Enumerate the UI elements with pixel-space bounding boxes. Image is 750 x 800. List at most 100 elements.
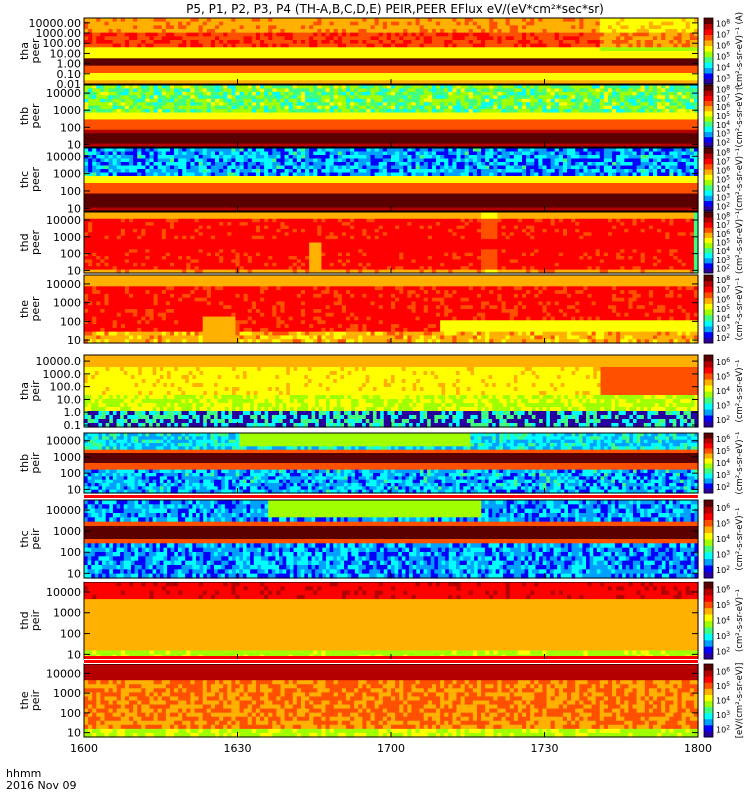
heatmap-cell — [158, 116, 163, 120]
heatmap-cell — [456, 102, 461, 106]
heatmap-cell — [309, 106, 314, 110]
heatmap-cell — [444, 58, 449, 62]
heatmap-cell — [92, 36, 97, 40]
heatmap-cell — [350, 55, 355, 59]
heatmap-cell — [309, 18, 314, 22]
heatmap-cell — [575, 40, 580, 44]
heatmap-cell — [579, 88, 584, 92]
heatmap-cell — [96, 116, 101, 120]
heatmap-cell — [416, 47, 421, 51]
heatmap-cell — [129, 133, 134, 137]
heatmap-cell — [285, 25, 290, 29]
heatmap-cell — [444, 29, 449, 33]
heatmap-cell — [235, 113, 240, 117]
heatmap-cell — [207, 25, 212, 29]
heatmap-cell — [391, 77, 396, 81]
heatmap-cell — [608, 69, 613, 73]
heatmap-cell — [518, 25, 523, 29]
heatmap-cell — [301, 123, 306, 127]
heatmap-cell — [600, 106, 605, 110]
heatmap-cell — [358, 116, 363, 120]
heatmap-cell — [219, 51, 224, 55]
heatmap-cell — [678, 22, 683, 26]
heatmap-cell — [338, 73, 343, 77]
heatmap-cell — [637, 55, 642, 59]
heatmap-cell — [522, 44, 527, 48]
heatmap-cell — [600, 66, 605, 70]
heatmap-cell — [215, 47, 220, 51]
heatmap-cell — [403, 33, 408, 37]
heatmap-cell — [84, 58, 89, 62]
heatmap-cell — [338, 36, 343, 40]
heatmap-cell — [313, 88, 318, 92]
heatmap-cell — [665, 95, 670, 99]
heatmap-cell — [403, 47, 408, 51]
heatmap-cell — [264, 22, 269, 26]
heatmap-cell — [661, 47, 666, 51]
heatmap-cell — [145, 69, 150, 73]
heatmap-cell — [166, 123, 171, 127]
heatmap-cell — [96, 40, 101, 44]
heatmap-cell — [551, 40, 556, 44]
heatmap-cell — [170, 58, 175, 62]
heatmap-cell — [510, 58, 515, 62]
heatmap-cell — [211, 69, 216, 73]
heatmap-cell — [682, 51, 687, 55]
heatmap-cell — [235, 44, 240, 48]
heatmap-cell — [354, 55, 359, 59]
heatmap-cell — [203, 130, 208, 134]
heatmap-cell — [424, 99, 429, 103]
heatmap-cell — [199, 25, 204, 29]
heatmap-cell — [92, 40, 97, 44]
heatmap-cell — [362, 119, 367, 123]
heatmap-cell — [244, 25, 249, 29]
heatmap-cell — [346, 99, 351, 103]
heatmap-cell — [182, 62, 187, 66]
heatmap-cell — [481, 18, 486, 22]
heatmap-cell — [538, 133, 543, 137]
heatmap-cell — [686, 40, 691, 44]
heatmap-cell — [559, 126, 564, 130]
heatmap-cell — [174, 33, 179, 37]
heatmap-cell — [620, 66, 625, 70]
heatmap-cell — [473, 106, 478, 110]
heatmap-cell — [326, 36, 331, 40]
heatmap-cell — [227, 133, 232, 137]
heatmap-cell — [624, 126, 629, 130]
heatmap-cell — [219, 66, 224, 70]
heatmap-cell — [313, 126, 318, 130]
heatmap-cell — [346, 29, 351, 33]
heatmap-cell — [608, 55, 613, 59]
heatmap-cell — [92, 102, 97, 106]
heatmap-cell — [682, 69, 687, 73]
heatmap-cell — [649, 88, 654, 92]
heatmap-cell — [371, 29, 376, 33]
heatmap-cell — [440, 119, 445, 123]
heatmap-cell — [199, 126, 204, 130]
heatmap-cell — [326, 58, 331, 62]
heatmap-cell — [125, 18, 130, 22]
heatmap-cell — [313, 113, 318, 117]
heatmap-cell — [436, 85, 441, 89]
heatmap-cell — [215, 126, 220, 130]
heatmap-cell — [649, 47, 654, 51]
heatmap-cell — [178, 133, 183, 137]
heatmap-cell — [330, 92, 335, 96]
heatmap-cell — [649, 106, 654, 110]
heatmap-cell — [551, 18, 556, 22]
heatmap-cell — [461, 55, 466, 59]
heatmap-cell — [407, 133, 412, 137]
heatmap-cell — [338, 85, 343, 89]
heatmap-cell — [272, 133, 277, 137]
heatmap-cell — [186, 51, 191, 55]
heatmap-cell — [170, 106, 175, 110]
heatmap-cell — [559, 77, 564, 81]
heatmap-cell — [170, 77, 175, 81]
heatmap-cell — [563, 47, 568, 51]
heatmap-cell — [563, 106, 568, 110]
heatmap-cell — [379, 99, 384, 103]
heatmap-cell — [448, 62, 453, 66]
heatmap-cell — [137, 44, 142, 48]
heatmap-cell — [395, 58, 400, 62]
heatmap-cell — [145, 18, 150, 22]
